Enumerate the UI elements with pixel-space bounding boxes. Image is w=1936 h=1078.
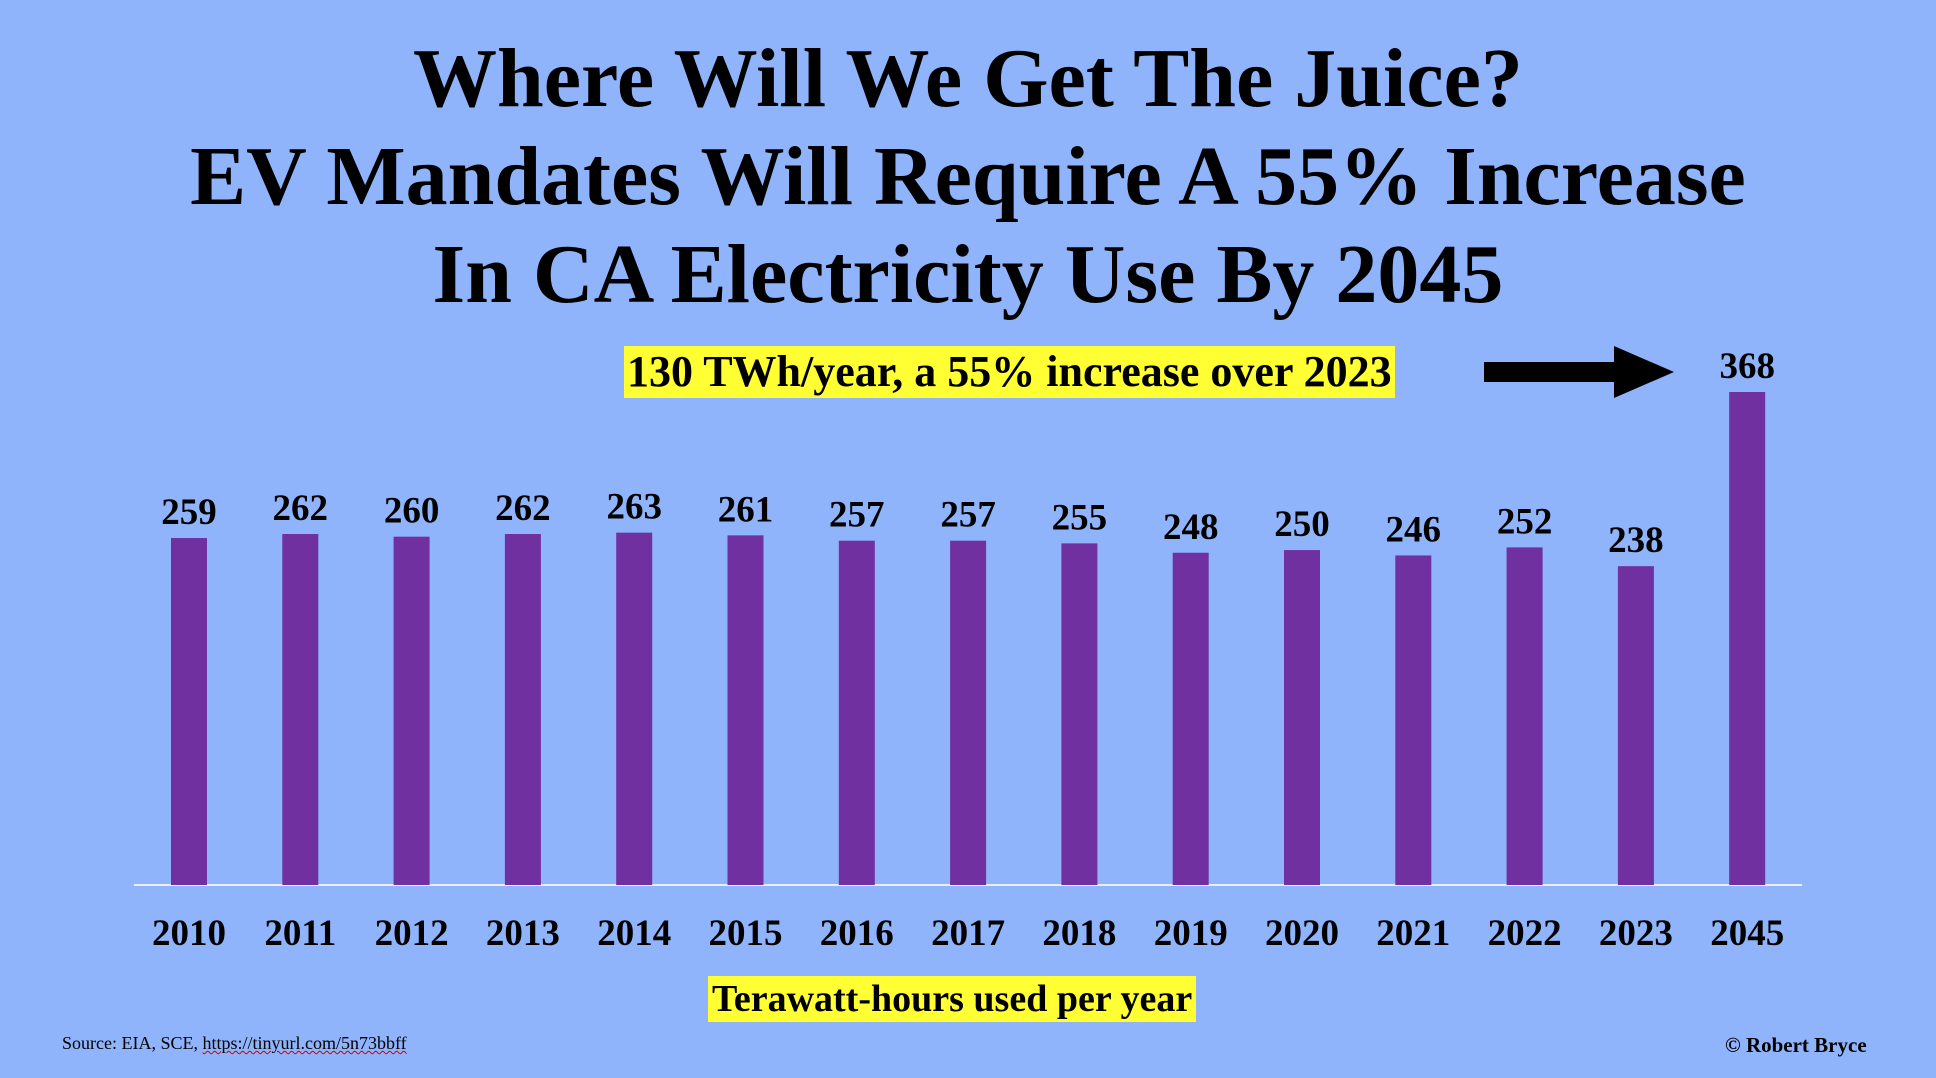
bar-2021 — [1395, 555, 1432, 885]
source-note: Source: EIA, SCE, https://tinyurl.com/5n… — [62, 1033, 407, 1054]
x-tick-label-2016: 2016 — [820, 913, 894, 954]
x-tick-label-2022: 2022 — [1488, 913, 1562, 954]
x-axis-label: Terawatt-hours used per year — [708, 976, 1197, 1022]
copyright-note: © Robert Bryce — [1725, 1033, 1867, 1057]
bar-2012 — [393, 536, 430, 885]
bar-2023 — [1617, 566, 1654, 885]
x-tick-label-2014: 2014 — [597, 913, 671, 954]
x-tick-label-2045: 2045 — [1710, 913, 1784, 954]
x-tick-label-2020: 2020 — [1265, 913, 1339, 954]
bar-2014 — [616, 532, 653, 885]
data-label-2011: 262 — [273, 488, 329, 529]
bar-2045 — [1729, 392, 1766, 885]
x-tick-label-2017: 2017 — [931, 913, 1005, 954]
data-label-2021: 246 — [1386, 509, 1442, 550]
x-tick-label-2023: 2023 — [1599, 913, 1673, 954]
x-tick-label-2013: 2013 — [486, 913, 560, 954]
data-label-2012: 260 — [384, 491, 440, 532]
bar-2018 — [1061, 543, 1098, 885]
title-line-1: Where Will We Get The Juice? — [413, 32, 1523, 125]
source-label: Source: EIA, SCE, — [62, 1033, 198, 1053]
bar-2016 — [838, 540, 875, 885]
title-line-3: In CA Electricity Use By 2045 — [432, 228, 1504, 321]
bar-2010 — [171, 538, 207, 885]
data-label-2010: 259 — [161, 492, 217, 533]
data-label-2045: 368 — [1719, 346, 1775, 387]
title-line-2: EV Mandates Will Require A 55% Increase — [190, 130, 1746, 223]
data-label-2020: 250 — [1274, 504, 1330, 545]
data-label-2023: 238 — [1608, 520, 1664, 561]
chart-title: Where Will We Get The Juice? EV Mandates… — [0, 30, 1936, 324]
data-label-2013: 262 — [495, 488, 551, 529]
bar-2015 — [727, 535, 764, 885]
bar-2011 — [282, 534, 319, 885]
data-label-2019: 248 — [1163, 507, 1219, 548]
x-tick-label-2015: 2015 — [709, 913, 783, 954]
x-tick-label-2021: 2021 — [1376, 913, 1450, 954]
increase-callout: 130 TWh/year, a 55% increase over 2023 — [624, 346, 1395, 398]
data-label-2014: 263 — [606, 487, 662, 528]
right-arrow-icon — [1484, 346, 1674, 398]
source-url: https://tinyurl.com/5n73bbff — [202, 1033, 407, 1053]
data-label-2016: 257 — [829, 495, 885, 536]
x-tick-label-2011: 2011 — [264, 913, 336, 954]
x-tick-label-2019: 2019 — [1154, 913, 1228, 954]
bar-2022 — [1506, 547, 1543, 885]
bar-2019 — [1172, 552, 1209, 885]
x-tick-label-2010: 2010 — [152, 913, 226, 954]
bar-2013 — [504, 534, 541, 885]
x-tick-label-2012: 2012 — [375, 913, 449, 954]
bar-2020 — [1284, 550, 1320, 885]
x-tick-label-2018: 2018 — [1042, 913, 1116, 954]
bar-2017 — [950, 540, 987, 885]
data-label-2022: 252 — [1497, 501, 1553, 542]
data-label-2018: 255 — [1052, 497, 1108, 538]
data-label-2017: 257 — [940, 495, 996, 536]
data-label-2015: 261 — [718, 489, 774, 530]
